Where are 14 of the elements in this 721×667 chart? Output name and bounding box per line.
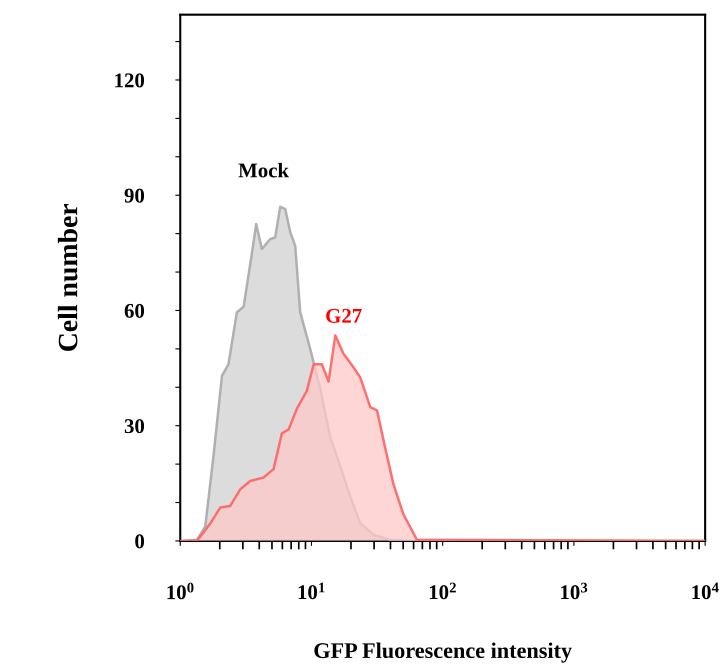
y-tick-label: 120 [115, 73, 144, 88]
y-tick-label: 90 [124, 188, 144, 203]
y-tick-label: 30 [124, 419, 144, 434]
y-tick-label: 60 [124, 304, 144, 318]
x-tick-label: 10$^{0}$ [167, 582, 194, 600]
series-label: Mock [238, 162, 289, 178]
y-tick-label: 0 [135, 534, 144, 548]
y-axis-title: Cell number [58, 204, 78, 351]
x-tick-label: 10$^{3}$ [561, 582, 588, 600]
series-label: G27 [326, 308, 362, 323]
x-tick-label: 10$^{1}$ [298, 582, 325, 600]
x-axis-title: GFP Fluorescence intensity [314, 642, 572, 663]
x-tick-label: 10$^{4}$ [692, 582, 719, 600]
x-tick-label: 10$^{2}$ [430, 582, 456, 600]
